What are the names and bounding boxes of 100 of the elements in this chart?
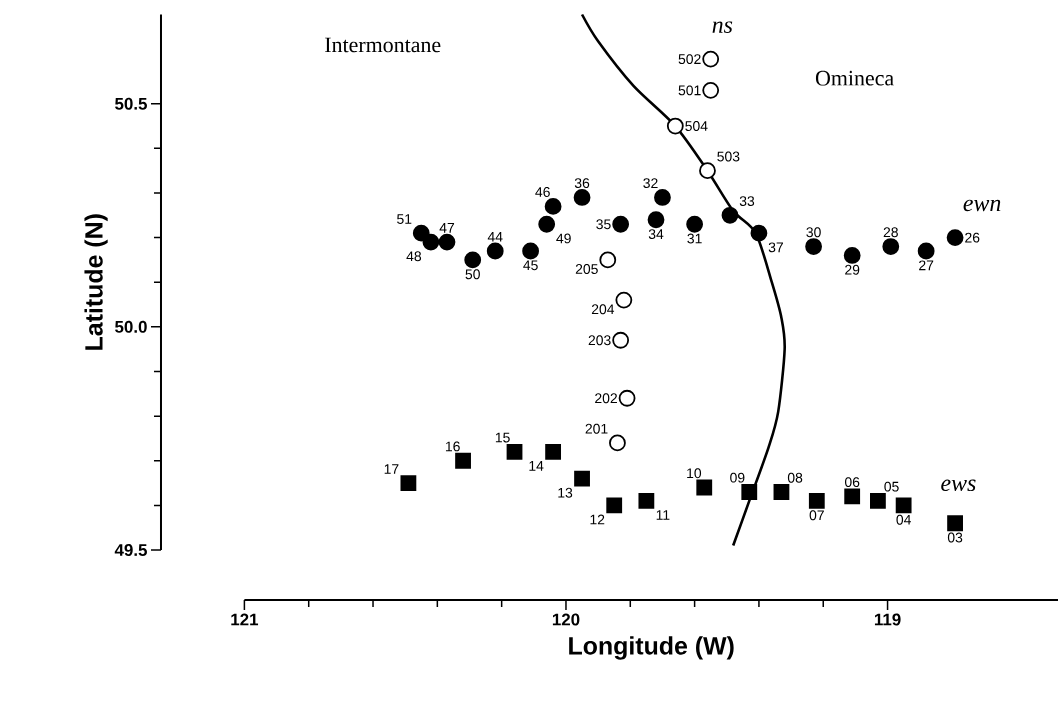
- annotation: 16: [445, 441, 460, 452]
- x-tick-label: 120: [552, 613, 580, 626]
- series-label: ewn: [963, 199, 1001, 212]
- annotation: 30: [806, 227, 821, 238]
- point: [612, 215, 630, 233]
- annotation: 44: [487, 232, 503, 242]
- annotation: 03: [947, 532, 963, 543]
- annotation: 203: [588, 335, 611, 346]
- point: [422, 233, 440, 251]
- point: [615, 291, 633, 309]
- annotation: 10: [687, 468, 702, 479]
- point: [455, 452, 471, 469]
- y-axis-title: Latitude (N): [84, 214, 108, 350]
- point: [538, 215, 556, 233]
- point: [843, 247, 861, 264]
- point: [702, 81, 720, 99]
- point: [606, 497, 623, 514]
- point: [599, 251, 617, 269]
- annotation: 27: [919, 260, 934, 271]
- annotation: 36: [574, 178, 590, 189]
- point: [574, 470, 590, 487]
- annotation: 47: [439, 223, 455, 233]
- annotation: 503: [717, 151, 740, 162]
- point: [609, 434, 626, 452]
- point: [438, 233, 456, 251]
- point: [808, 493, 825, 509]
- annotation: 46: [535, 187, 550, 197]
- point: [486, 242, 504, 260]
- point: [882, 238, 900, 255]
- point: [741, 484, 758, 500]
- x-axis-title: Longitude (W): [569, 636, 734, 660]
- y-tick-label: 50.5: [115, 97, 147, 110]
- annotation: 08: [787, 472, 803, 483]
- point: [870, 493, 886, 509]
- annotation: 11: [656, 510, 670, 520]
- annotation: 15: [495, 432, 510, 443]
- point: [721, 206, 739, 224]
- annotation: 09: [730, 472, 745, 483]
- annotation: 12: [590, 514, 605, 525]
- point: [946, 229, 964, 247]
- annotation: Intermontane: [325, 37, 441, 53]
- annotation: 13: [558, 487, 573, 498]
- series-label: ews: [941, 479, 976, 492]
- point: [696, 479, 713, 496]
- point: [522, 242, 539, 260]
- point: [773, 484, 790, 500]
- annotation: 37: [768, 242, 783, 253]
- point: [400, 475, 417, 491]
- annotation: 50: [465, 269, 480, 280]
- point: [702, 50, 720, 68]
- annotation: 14: [529, 461, 544, 471]
- series-label: ns: [712, 21, 733, 33]
- annotation: 51: [397, 214, 412, 224]
- annotation: 26: [965, 232, 980, 243]
- x-tick-label: 119: [874, 613, 901, 626]
- point: [618, 389, 636, 407]
- y-tick-label: 50.0: [115, 320, 147, 333]
- point: [895, 497, 912, 514]
- point: [947, 515, 963, 532]
- point: [666, 117, 684, 135]
- point: [647, 211, 665, 229]
- annotation: 501: [678, 85, 701, 96]
- annotation: 49: [556, 233, 571, 244]
- annotation: Omineca: [815, 70, 894, 86]
- annotation: 32: [643, 178, 658, 189]
- annotation: 205: [575, 264, 598, 274]
- annotation: 31: [687, 233, 702, 244]
- point: [844, 488, 861, 505]
- annotation: 34: [648, 229, 664, 240]
- annotation: 05: [884, 481, 899, 492]
- y-tick-label: 49.5: [114, 544, 147, 556]
- annotation: 504: [685, 121, 708, 131]
- annotation: 204: [591, 304, 615, 315]
- annotation: 04: [896, 514, 911, 525]
- point: [506, 443, 523, 460]
- point: [917, 242, 935, 260]
- annotation: 202: [595, 393, 617, 404]
- point: [750, 224, 768, 242]
- point: [699, 162, 716, 180]
- annotation: 502: [678, 54, 701, 65]
- point: [545, 443, 562, 460]
- annotation: 29: [845, 264, 860, 275]
- point: [638, 493, 655, 509]
- point: [686, 215, 704, 233]
- annotation: 35: [596, 219, 611, 230]
- annotation: 201: [585, 423, 608, 434]
- point: [464, 251, 482, 269]
- annotation: 06: [844, 477, 860, 488]
- point: [544, 197, 562, 215]
- annotation: 07: [809, 510, 824, 521]
- annotation: 45: [523, 260, 538, 271]
- point: [654, 189, 671, 206]
- point: [612, 331, 630, 349]
- x-tick-label: 121: [231, 613, 259, 626]
- annotation: 48: [406, 251, 422, 262]
- annotation: 33: [739, 196, 755, 207]
- annotation: 17: [384, 464, 399, 474]
- point: [805, 238, 822, 255]
- point: [573, 189, 591, 206]
- annotation: 28: [883, 227, 898, 238]
